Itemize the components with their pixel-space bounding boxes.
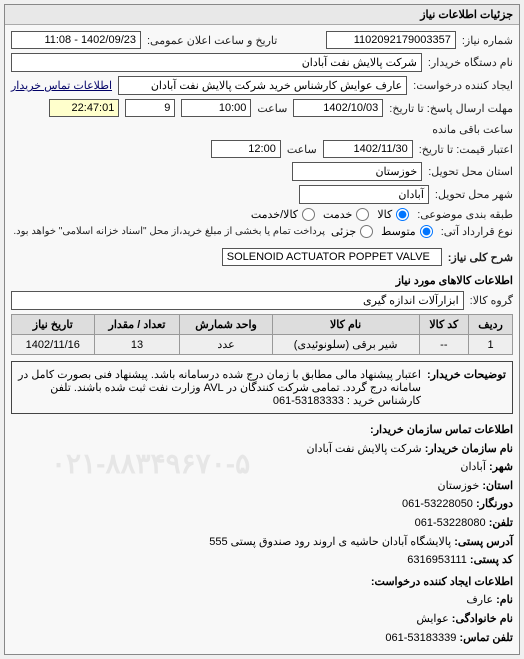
th-4: تعداد / مقدار bbox=[94, 315, 180, 335]
contact-phone-label: تلفن: bbox=[489, 517, 513, 529]
deadline-date: 1402/10/03 bbox=[293, 99, 383, 117]
contact-fax-label: دورنگار: bbox=[476, 498, 513, 510]
th-2: نام کالا bbox=[272, 315, 419, 335]
deadline-remaining: ساعت باقی مانده bbox=[432, 123, 513, 136]
delivery-province-value: خوزستان bbox=[292, 162, 422, 181]
announce-value: 1402/09/23 - 11:08 bbox=[11, 31, 141, 49]
contact-postal-value: 6316953111 bbox=[407, 554, 467, 566]
goods-section-title: اطلاعات کالاهای مورد نیاز bbox=[11, 274, 513, 287]
contact-address-value: پالایشگاه آبادان حاشیه ی اروند رود صندوق… bbox=[209, 536, 451, 548]
panel-title: جزئیات اطلاعات نیاز bbox=[5, 5, 519, 25]
subject-option-0[interactable]: کالا bbox=[377, 208, 411, 221]
td-4: 13 bbox=[94, 335, 180, 355]
contact-name-value: عارف bbox=[466, 594, 493, 606]
delivery-city-value: آبادان bbox=[299, 185, 429, 204]
contact-city-label: شهر: bbox=[489, 461, 513, 473]
th-5: تاریخ نیاز bbox=[12, 315, 95, 335]
subject-category-label: طبقه بندی موضوعی: bbox=[417, 208, 513, 221]
contact-title: اطلاعات تماس سازمان خریدار: bbox=[11, 422, 513, 440]
subject-option-2[interactable]: کالا/خدمت bbox=[251, 208, 317, 221]
deadline-time-label: ساعت bbox=[257, 102, 287, 115]
deadline-countdown: 22:47:01 bbox=[49, 99, 119, 117]
contract-option-1[interactable]: جزئی bbox=[331, 225, 375, 238]
buyer-org-label: نام دستگاه خریدار: bbox=[428, 56, 513, 69]
validity-label: اعتبار قیمت: تا تاریخ: bbox=[419, 143, 513, 156]
contact-postal-label: کد پستی: bbox=[470, 554, 513, 566]
request-number-label: شماره نیاز: bbox=[462, 34, 513, 47]
validity-time-label: ساعت bbox=[287, 143, 317, 156]
creator-section-title: اطلاعات ایجاد کننده درخواست: bbox=[11, 574, 513, 592]
request-number-value: 1102092179003357 bbox=[326, 31, 456, 49]
contact-lastname-value: عوایش bbox=[416, 613, 448, 625]
deadline-time: 10:00 bbox=[181, 99, 251, 117]
contact-lastname-label: نام خانوادگی: bbox=[452, 613, 513, 625]
contact-phone-value: 53228080-061 bbox=[415, 517, 486, 529]
table-header-row: ردیف کد کالا نام کالا واحد شمارش تعداد /… bbox=[12, 315, 513, 335]
th-0: ردیف bbox=[469, 315, 513, 335]
th-3: واحد شمارش bbox=[180, 315, 272, 335]
delivery-province-label: استان محل تحویل: bbox=[428, 165, 513, 178]
buyer-contact-link[interactable]: اطلاعات تماس خریدار bbox=[11, 79, 112, 92]
td-1: -- bbox=[419, 335, 468, 355]
buyer-org-value: شرکت پالایش نفت آبادان bbox=[11, 53, 422, 72]
td-5: 1402/11/16 bbox=[12, 335, 95, 355]
contact-province-label: استان: bbox=[482, 480, 513, 492]
goods-table: ردیف کد کالا نام کالا واحد شمارش تعداد /… bbox=[11, 314, 513, 355]
contract-type-label: نوع قرارداد آتی: bbox=[441, 225, 513, 238]
need-desc-label: شرح کلی نیاز: bbox=[448, 251, 513, 264]
validity-date: 1402/11/30 bbox=[323, 140, 413, 158]
contract-note: پرداخت تمام یا بخشی از مبلغ خرید،از محل … bbox=[13, 226, 325, 237]
contact-cphone-label: تلفن تماس: bbox=[459, 632, 513, 644]
contract-option-0[interactable]: متوسط bbox=[381, 225, 435, 238]
contact-province-value: خوزستان bbox=[437, 480, 479, 492]
th-1: کد کالا bbox=[419, 315, 468, 335]
validity-time: 12:00 bbox=[211, 140, 281, 158]
buyer-notes-text: اعتبار پیشنهاد مالی مطابق با زمان درج شد… bbox=[18, 368, 421, 407]
goods-group-value: ابزارآلات اندازه گیری bbox=[11, 291, 464, 310]
delivery-city-label: شهر محل تحویل: bbox=[435, 188, 513, 201]
creator-label: ایجاد کننده درخواست: bbox=[413, 79, 513, 92]
td-3: عدد bbox=[180, 335, 272, 355]
deadline-days: 9 bbox=[125, 99, 175, 117]
td-0: 1 bbox=[469, 335, 513, 355]
contact-fax-value: 53228050-061 bbox=[402, 498, 473, 510]
buyer-notes-box: توضیحات خریدار: اعتبار پیشنهاد مالی مطاب… bbox=[11, 361, 513, 414]
details-panel: جزئیات اطلاعات نیاز شماره نیاز: 11020921… bbox=[4, 4, 520, 655]
buyer-notes-label: توضیحات خریدار: bbox=[427, 368, 506, 407]
contact-org-value: شرکت پالایش نفت آبادان bbox=[306, 443, 421, 455]
deadline-label: مهلت ارسال پاسخ: تا تاریخ: bbox=[389, 102, 513, 115]
announce-label: تاریخ و ساعت اعلان عمومی: bbox=[147, 34, 277, 47]
contact-block: ۰۲۱-۸۸۳۴۹۶۷۰-۵ اطلاعات تماس سازمان خریدا… bbox=[11, 422, 513, 647]
goods-group-label: گروه کالا: bbox=[470, 294, 513, 307]
need-desc-value: SOLENOID ACTUATOR POPPET VALVE bbox=[222, 248, 442, 266]
contact-city-value: آبادان bbox=[460, 461, 486, 473]
contact-name-label: نام: bbox=[496, 594, 513, 606]
contact-address-label: آدرس پستی: bbox=[454, 536, 513, 548]
td-2: شیر برقی (سلونوئیدی) bbox=[272, 335, 419, 355]
creator-value: عارف عوایش کارشناس خرید شرکت پالایش نفت … bbox=[118, 76, 407, 95]
contact-org-label: نام سازمان خریدار: bbox=[425, 443, 513, 455]
subject-option-1[interactable]: خدمت bbox=[323, 208, 371, 221]
contact-cphone-value: 53183339-061 bbox=[385, 632, 456, 644]
table-row: 1 -- شیر برقی (سلونوئیدی) عدد 13 1402/11… bbox=[12, 335, 513, 355]
